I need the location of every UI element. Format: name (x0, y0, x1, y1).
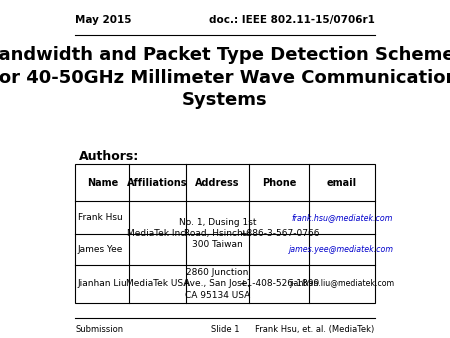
Text: Authors:: Authors: (78, 150, 139, 163)
Text: Frank Hsu, et. al. (MediaTek): Frank Hsu, et. al. (MediaTek) (256, 325, 375, 334)
Text: Name: Name (87, 177, 118, 188)
Text: MediaTek Inc.: MediaTek Inc. (127, 229, 188, 238)
Text: No. 1, Dusing 1st
Road, Hsinchu,
300 Taiwan: No. 1, Dusing 1st Road, Hsinchu, 300 Tai… (179, 218, 256, 249)
Text: doc.: IEEE 802.11-15/0706r1: doc.: IEEE 802.11-15/0706r1 (209, 15, 375, 25)
Text: Slide 1: Slide 1 (211, 325, 239, 334)
Text: Affiliations: Affiliations (127, 177, 188, 188)
Text: Bandwidth and Packet Type Detection Schemes
for 40-50GHz Millimeter Wave Communi: Bandwidth and Packet Type Detection Sche… (0, 46, 450, 110)
Text: 2860 Junction
Ave., San Jose,
CA 95134 USA: 2860 Junction Ave., San Jose, CA 95134 U… (184, 268, 251, 299)
Text: Jianhan Liu: Jianhan Liu (78, 280, 128, 288)
Text: +886-3-567-0766: +886-3-567-0766 (238, 229, 319, 238)
Text: +1-408-526-1899: +1-408-526-1899 (239, 280, 319, 288)
Text: MediaTek USA: MediaTek USA (126, 280, 189, 288)
Text: email: email (327, 177, 357, 188)
Text: Address: Address (195, 177, 240, 188)
Text: james.yee@mediatek.com: james.yee@mediatek.com (289, 245, 394, 254)
Text: Phone: Phone (262, 177, 296, 188)
Bar (75, 164, 375, 303)
Text: frank.hsu@mediatek.com: frank.hsu@mediatek.com (291, 213, 392, 222)
Text: Submission: Submission (75, 325, 123, 334)
Text: jianhan.liu@mediatek.com: jianhan.liu@mediatek.com (289, 280, 394, 288)
Text: James Yee: James Yee (78, 245, 123, 254)
Text: Frank Hsu: Frank Hsu (78, 213, 122, 222)
Text: May 2015: May 2015 (75, 15, 132, 25)
